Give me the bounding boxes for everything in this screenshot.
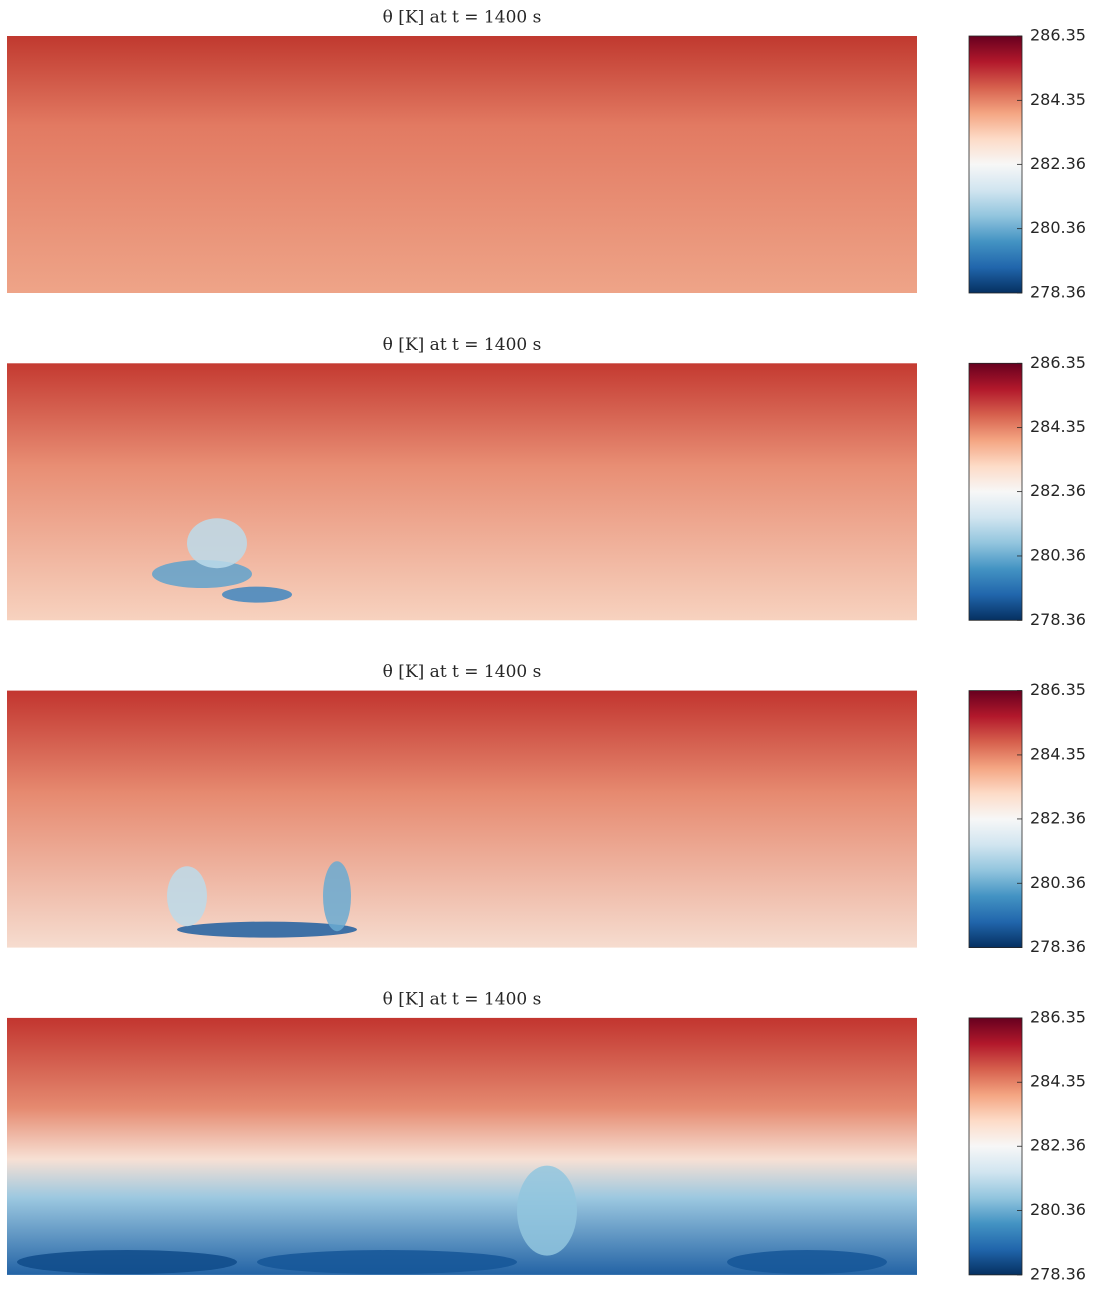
field-feature (177, 921, 357, 938)
colorbar-tick-label: 284.35 (1030, 1072, 1086, 1091)
field-feature (167, 866, 207, 927)
colorbar-tick-label: 282.36 (1030, 1136, 1086, 1155)
colorbar-tick-label: 284.35 (1030, 90, 1086, 109)
field (7, 1017, 917, 1275)
colorbar (968, 1017, 1023, 1276)
field-feature (222, 586, 292, 603)
colorbar-tick-label: 286.35 (1030, 26, 1086, 45)
panel-title: θ [K] at t = 1400 s (383, 335, 542, 355)
colorbar-tick-label: 286.35 (1030, 353, 1086, 372)
field-feature (187, 518, 247, 569)
colorbar-tick-label: 278.36 (1030, 610, 1086, 629)
field-feature (17, 1250, 237, 1275)
colorbar-tick-label: 280.36 (1030, 1200, 1086, 1219)
colorbar-tick-label: 278.36 (1030, 937, 1086, 956)
colorbar-tick-label: 286.35 (1030, 1007, 1086, 1026)
colorbar-tick-label: 280.36 (1030, 545, 1086, 564)
panel-title: θ [K] at t = 1400 s (383, 8, 542, 28)
panel-title: θ [K] at t = 1400 s (383, 989, 542, 1009)
colorbar (968, 690, 1023, 948)
field (7, 363, 917, 621)
colorbar-tick-label: 284.35 (1030, 744, 1086, 763)
colorbar-tick-label: 280.36 (1030, 218, 1086, 237)
colorbar-tick-label: 282.36 (1030, 808, 1086, 827)
field-feature (152, 560, 252, 589)
colorbar-tick-label: 278.36 (1030, 283, 1086, 302)
field-feature (727, 1250, 887, 1275)
colorbar-tick-label: 278.36 (1030, 1264, 1086, 1283)
field-feature (323, 861, 351, 932)
panel-title: θ [K] at t = 1400 s (383, 662, 542, 682)
colorbar (968, 362, 1023, 621)
colorbar-tick-label: 284.35 (1030, 417, 1086, 436)
field (7, 690, 917, 948)
colorbar-tick-label: 282.36 (1030, 481, 1086, 500)
field-feature (517, 1165, 577, 1256)
field-feature (257, 1250, 517, 1275)
colorbar (968, 35, 1023, 294)
colorbar-tick-label: 280.36 (1030, 873, 1086, 892)
field (7, 36, 917, 293)
colorbar-tick-label: 282.36 (1030, 154, 1086, 173)
colorbar-tick-label: 286.35 (1030, 680, 1086, 699)
